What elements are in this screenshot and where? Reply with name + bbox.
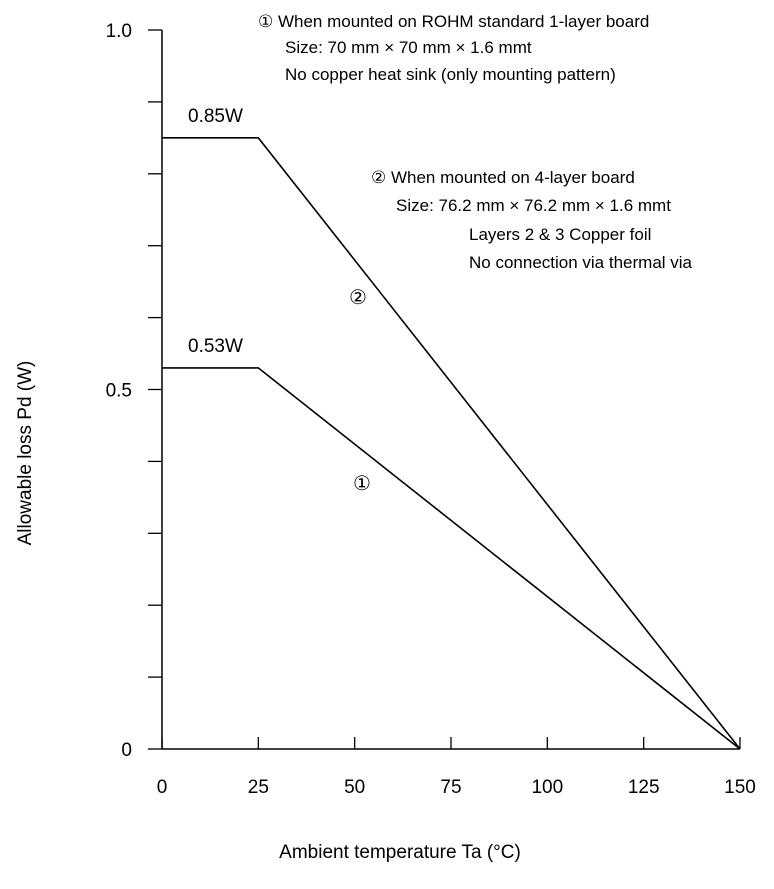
x-tick-label: 75 [440, 777, 461, 798]
series-line-1 [162, 367, 741, 750]
series-group [162, 137, 741, 750]
annotation-series-2-line-2: Size: 76.2 mm × 76.2 mm × 1.6 mmt [396, 196, 671, 215]
y-tick-label: 0.5 [106, 381, 132, 402]
x-tick-label: 150 [724, 777, 756, 798]
x-tick-label: 125 [628, 777, 660, 798]
annotation-series-1-line-3: No copper heat sink (only mounting patte… [285, 65, 616, 84]
labels-group: Ambient temperature Ta (°C) Allowable lo… [15, 12, 693, 863]
y-tick-label: 0 [121, 740, 132, 761]
curve-marker-series-2: ② [349, 287, 367, 309]
x-tick-label: 0 [157, 777, 168, 798]
level-label-series-1: 0.53W [188, 336, 243, 357]
curve-marker-series-1: ① [353, 473, 371, 495]
x-axis-title: Ambient temperature Ta (°C) [279, 842, 521, 863]
annotation-series-1-line-1: ① When mounted on ROHM standard 1-layer … [258, 12, 649, 31]
annotation-series-1-line-2: Size: 70 mm × 70 mm × 1.6 mmt [285, 38, 532, 57]
x-tick-label: 100 [531, 777, 563, 798]
y-tick-label: 1.0 [106, 21, 132, 42]
level-label-series-2: 0.85W [188, 106, 243, 127]
ticks-group: 0 0.5 1.0 0 25 50 75 100 125 150 [106, 21, 756, 798]
annotation-series-2-line-1: ② When mounted on 4-layer board [371, 168, 635, 187]
annotation-series-2-line-4: No connection via thermal via [469, 253, 693, 272]
series-line-2 [162, 137, 741, 750]
y-axis-title: Allowable loss Pd (W) [15, 361, 36, 546]
x-tick-label: 25 [248, 777, 269, 798]
annotation-series-2-line-3: Layers 2 & 3 Copper foil [469, 225, 651, 244]
x-tick-label: 50 [344, 777, 365, 798]
